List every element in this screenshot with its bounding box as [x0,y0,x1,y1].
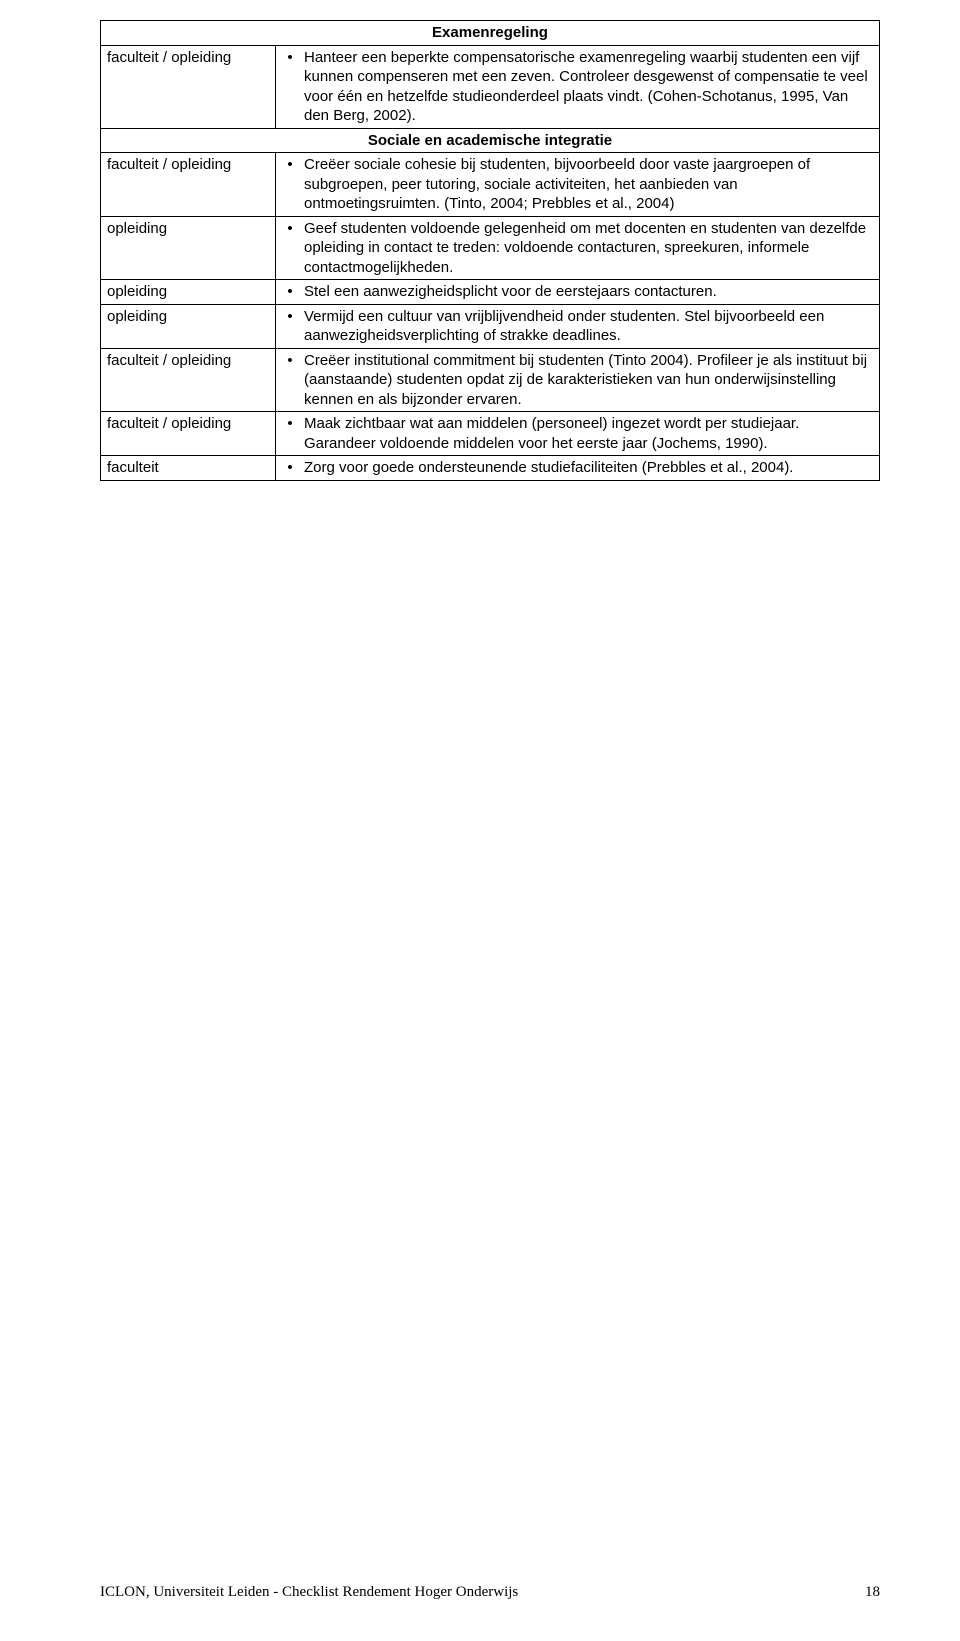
section-header-row: Sociale en academische integratie [101,128,880,153]
bullet-marker: • [276,155,304,175]
bullet-marker: • [276,282,304,302]
bullet-item: • Creëer sociale cohesie bij studenten, … [276,153,879,216]
bullet-text: Vermijd een cultuur van vrijblijvendheid… [304,307,873,346]
row-left: faculteit [101,456,276,481]
row-right: • Hanteer een beperkte compensatorische … [276,45,880,128]
bullet-text: Hanteer een beperkte compensatorische ex… [304,48,873,126]
bullet-marker: • [276,414,304,434]
bullet-text: Creëer sociale cohesie bij studenten, bi… [304,155,873,214]
bullet-item: • Hanteer een beperkte compensatorische … [276,46,879,128]
row-right: • Creëer institutional commitment bij st… [276,348,880,412]
document-table: Examenregeling faculteit / opleiding • H… [100,20,880,481]
row-right: • Zorg voor goede ondersteunende studief… [276,456,880,481]
bullet-marker: • [276,458,304,478]
table-row: faculteit / opleiding • Creëer instituti… [101,348,880,412]
bullet-marker: • [276,48,304,68]
bullet-marker: • [276,351,304,371]
page-content: Examenregeling faculteit / opleiding • H… [0,0,960,481]
row-right: • Geef studenten voldoende gelegenheid o… [276,216,880,280]
row-right: • Maak zichtbaar wat aan middelen (perso… [276,412,880,456]
bullet-item: • Creëer institutional commitment bij st… [276,349,879,412]
row-right: • Stel een aanwezigheidsplicht voor de e… [276,280,880,305]
bullet-text: Geef studenten voldoende gelegenheid om … [304,219,873,278]
row-left: faculteit / opleiding [101,348,276,412]
row-left: opleiding [101,216,276,280]
bullet-text: Stel een aanwezigheidsplicht voor de eer… [304,282,873,302]
row-left: faculteit / opleiding [101,153,276,217]
row-left: faculteit / opleiding [101,45,276,128]
row-right: • Vermijd een cultuur van vrijblijvendhe… [276,304,880,348]
bullet-item: • Stel een aanwezigheidsplicht voor de e… [276,280,879,304]
bullet-item: • Zorg voor goede ondersteunende studief… [276,456,879,480]
row-left: opleiding [101,304,276,348]
table-row: faculteit / opleiding • Maak zichtbaar w… [101,412,880,456]
section-header-row: Examenregeling [101,21,880,46]
page-number: 18 [865,1584,880,1601]
section-title: Sociale en academische integratie [101,128,880,153]
section-title: Examenregeling [101,21,880,46]
table-row: opleiding • Geef studenten voldoende gel… [101,216,880,280]
row-left: opleiding [101,280,276,305]
footer-text: ICLON, Universiteit Leiden - Checklist R… [100,1584,518,1601]
bullet-item: • Maak zichtbaar wat aan middelen (perso… [276,412,879,455]
table-row: opleiding • Vermijd een cultuur van vrij… [101,304,880,348]
table-row: faculteit / opleiding • Hanteer een bepe… [101,45,880,128]
bullet-marker: • [276,219,304,239]
row-right: • Creëer sociale cohesie bij studenten, … [276,153,880,217]
bullet-text: Zorg voor goede ondersteunende studiefac… [304,458,873,478]
bullet-text: Creëer institutional commitment bij stud… [304,351,873,410]
table-row: opleiding • Stel een aanwezigheidsplicht… [101,280,880,305]
bullet-marker: • [276,307,304,327]
table-row: faculteit • Zorg voor goede ondersteunen… [101,456,880,481]
bullet-item: • Vermijd een cultuur van vrijblijvendhe… [276,305,879,348]
row-left: faculteit / opleiding [101,412,276,456]
bullet-item: • Geef studenten voldoende gelegenheid o… [276,217,879,280]
page-footer: ICLON, Universiteit Leiden - Checklist R… [100,1584,880,1601]
table-row: faculteit / opleiding • Creëer sociale c… [101,153,880,217]
bullet-text: Maak zichtbaar wat aan middelen (persone… [304,414,873,453]
